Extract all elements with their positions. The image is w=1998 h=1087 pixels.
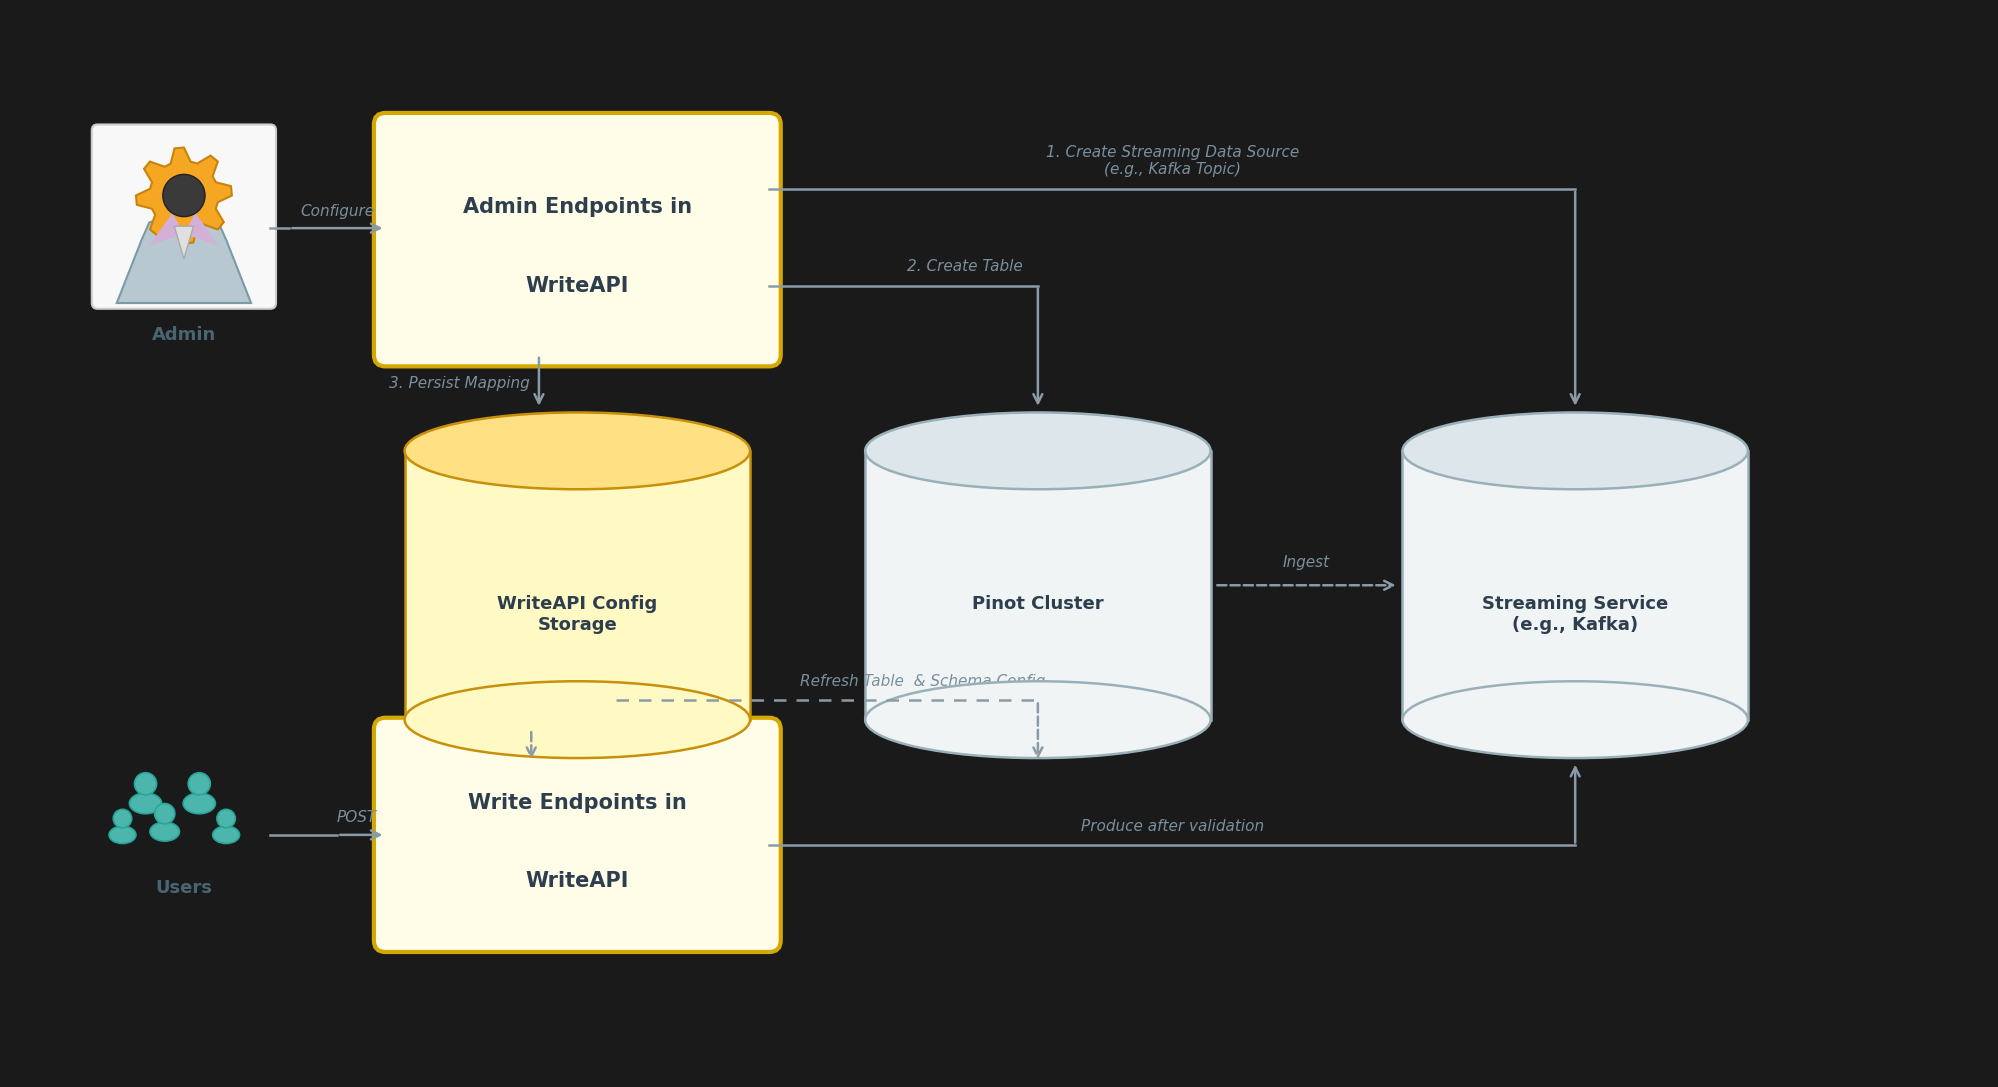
Ellipse shape <box>404 682 749 758</box>
Ellipse shape <box>212 826 240 844</box>
Circle shape <box>188 773 210 795</box>
Ellipse shape <box>150 822 180 841</box>
Text: Refresh Table  & Schema Config: Refresh Table & Schema Config <box>799 674 1045 689</box>
Text: Configure: Configure <box>300 203 374 218</box>
Text: WriteAPI: WriteAPI <box>525 872 629 891</box>
Polygon shape <box>1403 451 1746 720</box>
Polygon shape <box>865 451 1211 720</box>
Text: WriteAPI Config
Storage: WriteAPI Config Storage <box>498 595 657 634</box>
Text: 2. Create Table: 2. Create Table <box>907 259 1023 274</box>
Ellipse shape <box>404 412 749 489</box>
Text: 1. Create Streaming Data Source
(e.g., Kafka Topic): 1. Create Streaming Data Source (e.g., K… <box>1045 145 1299 177</box>
Polygon shape <box>150 213 184 246</box>
Ellipse shape <box>865 682 1211 758</box>
Text: Admin Endpoints in: Admin Endpoints in <box>462 198 691 217</box>
Polygon shape <box>116 211 252 303</box>
FancyBboxPatch shape <box>374 717 781 952</box>
Circle shape <box>218 810 236 828</box>
Polygon shape <box>184 213 218 246</box>
Polygon shape <box>174 226 194 259</box>
Text: Write Endpoints in: Write Endpoints in <box>468 794 687 813</box>
Text: Users: Users <box>156 879 212 897</box>
Ellipse shape <box>865 412 1211 489</box>
Ellipse shape <box>1403 682 1746 758</box>
Circle shape <box>134 773 156 795</box>
FancyBboxPatch shape <box>374 113 781 366</box>
Text: Produce after validation: Produce after validation <box>1081 819 1263 834</box>
Text: Admin: Admin <box>152 326 216 345</box>
Text: Pinot Cluster: Pinot Cluster <box>971 595 1103 613</box>
Text: Ingest: Ingest <box>1283 554 1329 570</box>
Text: Streaming Service
(e.g., Kafka): Streaming Service (e.g., Kafka) <box>1481 595 1668 634</box>
Ellipse shape <box>130 794 162 814</box>
FancyBboxPatch shape <box>92 124 276 309</box>
Text: 3. Persist Mapping: 3. Persist Mapping <box>388 376 529 391</box>
Ellipse shape <box>1403 412 1746 489</box>
Text: POST: POST <box>336 810 376 825</box>
Circle shape <box>162 174 206 216</box>
Circle shape <box>154 803 174 824</box>
Text: WriteAPI: WriteAPI <box>525 276 629 296</box>
Ellipse shape <box>184 794 216 814</box>
Ellipse shape <box>110 826 136 844</box>
Polygon shape <box>136 148 232 243</box>
Circle shape <box>114 810 132 828</box>
Polygon shape <box>404 451 749 720</box>
Text: Refresh Config: Refresh Config <box>410 717 521 732</box>
